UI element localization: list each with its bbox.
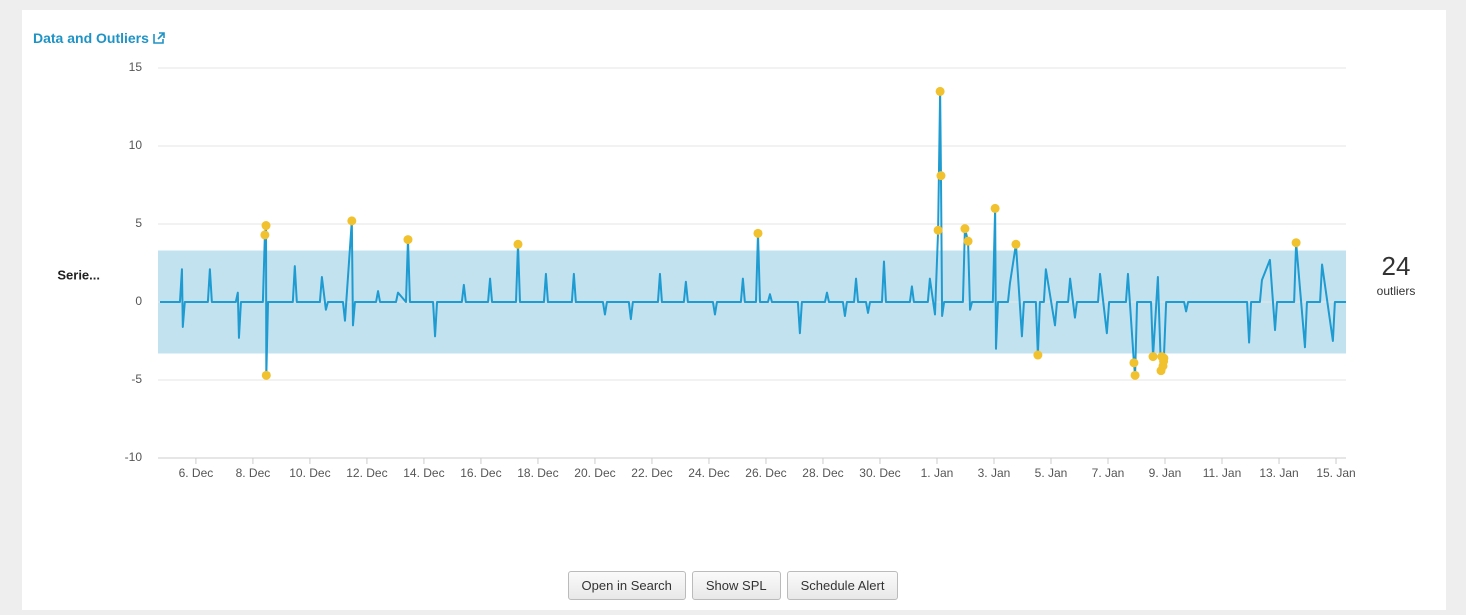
outlier-point	[936, 171, 946, 181]
action-button[interactable]: Show SPL	[691, 571, 781, 600]
y-tick-label: 5	[135, 216, 142, 230]
x-tick-label: 12. Dec	[346, 466, 387, 480]
x-tick-label: 7. Jan	[1092, 466, 1125, 480]
outlier-point	[1148, 352, 1158, 362]
outlier-point	[513, 239, 523, 249]
y-tick-label: -10	[125, 450, 143, 464]
x-tick-label: 8. Dec	[236, 466, 271, 480]
x-tick-label: 9. Jan	[1149, 466, 1182, 480]
x-tick-label: 18. Dec	[517, 466, 558, 480]
outlier-point	[347, 216, 357, 226]
y-tick-label: -5	[131, 372, 142, 386]
x-tick-label: 24. Dec	[688, 466, 729, 480]
x-tick-label: 1. Jan	[921, 466, 954, 480]
outlier-point	[1011, 239, 1021, 249]
x-tick-label: 10. Dec	[289, 466, 330, 480]
outlier-point	[935, 86, 945, 96]
panel-title-link[interactable]: Data and Outliers	[33, 30, 165, 46]
outlier-point	[990, 203, 1000, 213]
panel-title: Data and Outliers	[33, 30, 149, 46]
outlier-point	[1130, 370, 1140, 380]
x-tick-label: 5. Jan	[1035, 466, 1068, 480]
action-button[interactable]: Open in Search	[567, 571, 686, 600]
outlier-point	[261, 370, 271, 380]
outlier-point	[753, 228, 763, 238]
external-icon	[153, 32, 165, 44]
x-tick-label: 28. Dec	[802, 466, 843, 480]
y-tick-label: 10	[129, 138, 143, 152]
outlier-point	[403, 235, 413, 245]
outlier-point	[261, 221, 271, 231]
x-tick-label: 11. Jan	[1203, 466, 1241, 480]
x-tick-label: 14. Dec	[403, 466, 444, 480]
outlier-point	[1129, 358, 1139, 368]
outlier-point	[1159, 353, 1169, 363]
outlier-point	[1291, 238, 1301, 248]
chart: Serie... 24 outliers 15 10 5 0 -5 -10 6. Dec 8.…	[57, 60, 1416, 480]
series-label: Serie...	[57, 267, 100, 282]
outlier-count: 24	[1382, 251, 1411, 281]
x-tick-label: 3. Jan	[978, 466, 1011, 480]
button-bar: Open in Search Show SPL Schedule Alert	[0, 571, 1466, 600]
x-tick-label: 6. Dec	[179, 466, 214, 480]
outlier-point	[933, 225, 943, 235]
outlier-label: outliers	[1377, 284, 1416, 298]
x-tick-label: 13. Jan	[1259, 466, 1298, 480]
x-tick-label: 20. Dec	[574, 466, 615, 480]
y-tick-label: 0	[135, 294, 142, 308]
outlier-point	[960, 224, 970, 234]
outlier-point	[260, 230, 270, 240]
y-tick-label: 15	[129, 60, 143, 74]
action-button[interactable]: Schedule Alert	[786, 571, 899, 600]
x-tick-label: 26. Dec	[745, 466, 786, 480]
outlier-point	[963, 236, 973, 246]
data-line	[160, 90, 1346, 377]
x-tick-label: 22. Dec	[631, 466, 672, 480]
x-tick-label: 15. Jan	[1316, 466, 1355, 480]
x-tick-label: 30. Dec	[859, 466, 900, 480]
outlier-point	[1033, 350, 1043, 360]
x-tick-label: 16. Dec	[460, 466, 501, 480]
